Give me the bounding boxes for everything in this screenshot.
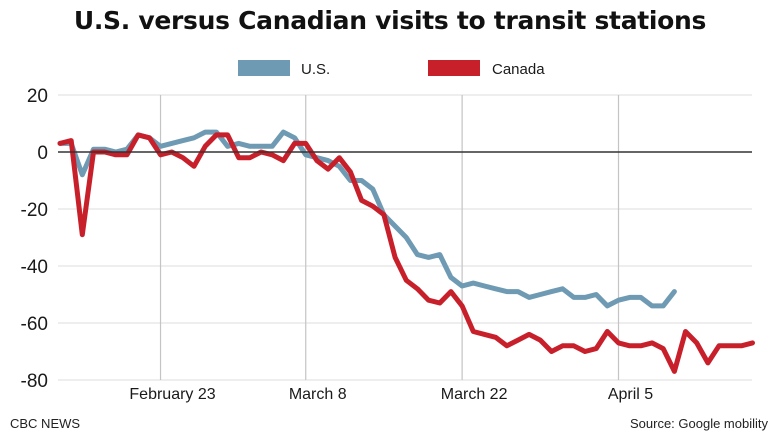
y-tick-label: -20	[21, 200, 48, 221]
credit-text: CBC NEWS	[10, 416, 81, 431]
legend-label: U.S.	[301, 61, 330, 78]
legend-label: Canada	[492, 61, 545, 78]
y-tick-label: -40	[21, 257, 48, 278]
plot-lines	[57, 129, 755, 374]
source-text: Source: Google mobility	[629, 416, 768, 431]
legend-swatch	[238, 60, 290, 76]
x-axis: February 23 March 8 March 22 April 5	[129, 386, 653, 403]
legend: U.S. Canada	[238, 60, 545, 78]
y-tick-label: 0	[37, 143, 48, 164]
series-line-canada	[57, 132, 755, 374]
gridlines	[58, 94, 752, 381]
y-tick-label: 20	[27, 86, 48, 107]
y-tick-label: -80	[21, 371, 48, 392]
x-tick-label: March 22	[441, 386, 508, 403]
legend-swatch	[428, 60, 480, 76]
y-axis: 20 0 -20 -40 -60 -80	[21, 86, 48, 392]
series-line-u-s	[57, 129, 677, 309]
chart-title: U.S. versus Canadian visits to transit s…	[73, 6, 707, 35]
x-tick-label: February 23	[129, 386, 215, 403]
y-tick-label: -60	[21, 314, 48, 335]
x-tick-label: April 5	[608, 386, 653, 403]
x-tick-label: March 8	[289, 386, 347, 403]
